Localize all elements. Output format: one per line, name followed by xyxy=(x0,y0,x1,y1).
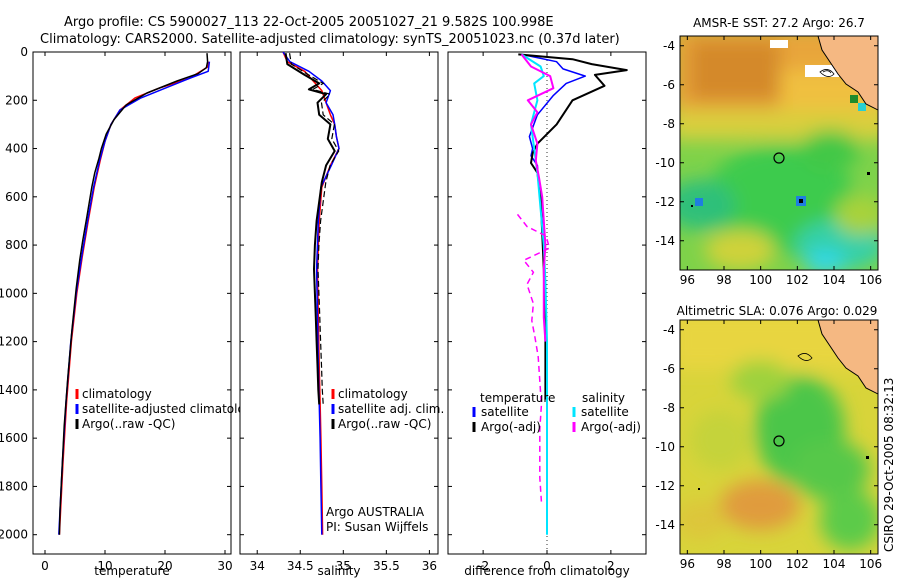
salinity-legend-label: satellite adj. clim. xyxy=(338,402,444,416)
salinity-annotation-1: Argo AUSTRALIA xyxy=(326,505,425,519)
difference-legend-label: satellite xyxy=(481,405,529,419)
temperature-ytick-label: 200 xyxy=(5,93,28,107)
temperature-legend-label: climatology xyxy=(82,387,152,401)
salinity-xtick-label: 34 xyxy=(250,559,265,573)
difference-xtick-label: 2 xyxy=(607,559,615,573)
temperature-ytick-label: 600 xyxy=(5,190,28,204)
sla-map-title: Altimetric SLA: 0.076 Argo: 0.029 xyxy=(677,304,878,318)
temperature-xlabel: temperature xyxy=(94,564,169,578)
salinity-xtick-label: 35.5 xyxy=(373,559,400,573)
map-ytick-label: -4 xyxy=(663,323,675,337)
temperature-series-2 xyxy=(58,53,209,535)
salinity-annotation-2: PI: Susan Wijffels xyxy=(326,520,428,534)
sst-landmass xyxy=(817,36,878,111)
temperature-xtick-label: 10 xyxy=(97,559,112,573)
map-ytick-label: -6 xyxy=(663,78,675,92)
sla-landmass xyxy=(817,320,878,395)
temperature-xtick-label: 30 xyxy=(217,559,232,573)
map-ytick-label: -8 xyxy=(663,401,675,415)
map-ytick-label: -14 xyxy=(655,234,675,248)
temperature-plot-area xyxy=(32,51,232,555)
difference-series-3 xyxy=(520,53,555,342)
temperature-ytick-label: 1600 xyxy=(0,431,28,445)
map-ytick-label: -10 xyxy=(655,440,675,454)
map-ytick-label: -14 xyxy=(655,518,675,532)
salinity-legend-label: climatology xyxy=(338,387,408,401)
temperature-xtick-label: 0 xyxy=(41,559,49,573)
sla-argo-marker xyxy=(773,435,785,447)
map-xtick-label: 98 xyxy=(716,557,731,571)
map-ytick-label: -12 xyxy=(655,479,675,493)
difference-xtick-label: 0 xyxy=(543,559,551,573)
map-xtick-label: 96 xyxy=(680,557,695,571)
temperature-ytick-label: 0 xyxy=(20,45,28,59)
temperature-ytick-label: 1400 xyxy=(0,383,28,397)
sla-map-panel: Altimetric SLA: 0.076 Argo: 0.029 96 98 10… xyxy=(655,304,882,571)
difference-legend-salinity-header: salinity xyxy=(582,391,625,405)
map-ytick-label: -4 xyxy=(663,39,675,53)
salinity-legend-label: Argo(..raw -QC) xyxy=(338,417,431,431)
difference-legend-label: satellite xyxy=(581,405,629,419)
difference-legend-label: Argo(-adj) xyxy=(481,420,541,434)
sst-map-title: AMSR-E SST: 27.2 Argo: 26.7 xyxy=(693,16,865,30)
salinity-panel: 34 34.5 35 35.5 36 salinity climatologysatelli… xyxy=(239,51,444,578)
salinity-xtick-label: 34.5 xyxy=(287,559,314,573)
temperature-ytick-label: 1800 xyxy=(0,479,28,493)
temperature-ytick-label: 400 xyxy=(5,142,28,156)
map-ytick-label: -6 xyxy=(663,362,675,376)
map-xtick-label: 104 xyxy=(823,557,846,571)
sst-argo-marker xyxy=(773,152,785,164)
map-xtick-label: 98 xyxy=(716,273,731,287)
map-xtick-label: 100 xyxy=(749,557,772,571)
sst-map-panel: AMSR-E SST: 27.2 Argo: 26.7 xyxy=(655,16,882,287)
title-line-2: Climatology: CARS2000. Satellite-adjuste… xyxy=(40,32,620,47)
map-xtick-label: 106 xyxy=(859,273,882,287)
map-xtick-label: 104 xyxy=(823,273,846,287)
difference-xtick-label: -2 xyxy=(477,559,489,573)
salinity-xtick-label: 35 xyxy=(336,559,351,573)
title-line-1: Argo profile: CS 5900027_113 22-Oct-2005… xyxy=(64,15,554,30)
salinity-series-2 xyxy=(284,53,336,405)
map-ytick-label: -12 xyxy=(655,195,675,209)
map-xtick-label: 102 xyxy=(786,273,809,287)
temperature-ytick-label: 2000 xyxy=(0,528,28,542)
sst-warm-spot xyxy=(695,198,703,206)
temperature-legend-label: Argo(..raw -QC) xyxy=(82,417,175,431)
temperature-xtick-label: 20 xyxy=(157,559,172,573)
temperature-ytick-label: 1200 xyxy=(0,335,28,349)
difference-legend-label: Argo(-adj) xyxy=(581,420,641,434)
temperature-panel: 0 10 20 30 0 200 400 600 800 1000 1200 1400 1600 1800… xyxy=(0,45,260,578)
map-xtick-label: 102 xyxy=(786,557,809,571)
map-ytick-label: -10 xyxy=(655,156,675,170)
difference-xlabel: difference from climatology xyxy=(464,564,630,578)
temperature-ytick-label: 800 xyxy=(5,238,28,252)
map-xtick-label: 100 xyxy=(749,273,772,287)
map-ytick-label: -8 xyxy=(663,117,675,131)
credit-label: CSIRO 29-Oct-2005 08:32:13 xyxy=(882,378,896,552)
salinity-series-argo-adj xyxy=(289,53,340,405)
map-xtick-label: 106 xyxy=(859,557,882,571)
temperature-ytick-label: 1000 xyxy=(0,286,28,300)
difference-series-magenta-dash xyxy=(516,213,551,502)
salinity-xlabel: salinity xyxy=(317,564,360,578)
difference-legend-temperature-header: temperature xyxy=(480,391,555,405)
temperature-legend-label: satellite-adjusted climatology xyxy=(82,402,260,416)
salinity-plot-area xyxy=(239,51,439,555)
salinity-xtick-label: 36 xyxy=(422,559,437,573)
map-xtick-label: 96 xyxy=(680,273,695,287)
